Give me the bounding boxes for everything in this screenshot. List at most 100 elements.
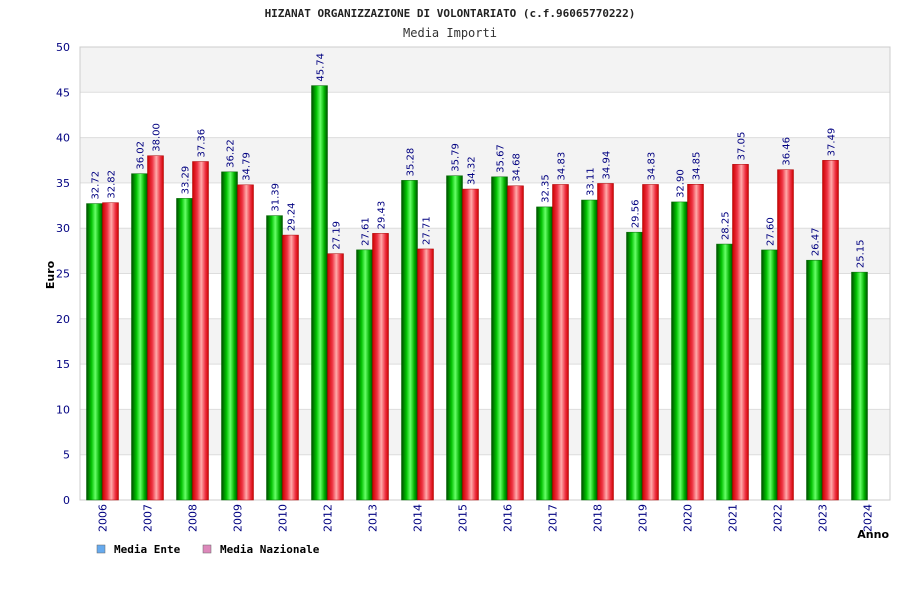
data-label: 34.94 <box>602 151 613 180</box>
legend-entry: Media Nazionale <box>220 543 320 556</box>
data-label: 32.35 <box>541 174 552 203</box>
grid-band <box>80 318 890 365</box>
data-label: 34.83 <box>647 152 658 181</box>
x-tick-label: 2018 <box>592 504 605 532</box>
data-label: 29.24 <box>287 202 298 231</box>
data-label: 45.74 <box>316 53 327 82</box>
data-label: 36.46 <box>782 137 793 166</box>
x-tick-label: 2022 <box>772 504 785 532</box>
x-tick-label: 2015 <box>457 504 470 532</box>
bar-media-ente-2006 <box>86 203 103 501</box>
bar-media-nazionale-2019 <box>642 184 659 501</box>
bar-media-ente-2009 <box>221 171 238 501</box>
data-label: 27.61 <box>361 217 372 246</box>
bar-media-nazionale-2013 <box>372 233 389 501</box>
data-label: 34.79 <box>242 152 253 181</box>
data-label: 32.82 <box>107 170 118 199</box>
data-label: 27.60 <box>766 217 777 246</box>
x-tick-label: 2016 <box>502 504 515 532</box>
grid-band <box>80 92 890 138</box>
data-label: 33.29 <box>181 166 192 195</box>
bar-media-ente-2015 <box>446 175 463 501</box>
x-tick-label: 2008 <box>187 504 200 532</box>
data-label: 33.11 <box>586 167 597 196</box>
y-tick-label: 35 <box>56 177 70 190</box>
bar-media-nazionale-2022 <box>777 169 794 501</box>
data-label: 37.49 <box>827 128 838 157</box>
data-label: 34.32 <box>467 156 478 185</box>
data-label: 38.00 <box>152 123 163 152</box>
y-tick-label: 25 <box>56 268 70 281</box>
data-label: 35.79 <box>451 143 462 172</box>
grid-band <box>80 273 890 319</box>
data-label: 37.05 <box>737 132 748 161</box>
x-tick-label: 2014 <box>412 504 425 532</box>
data-label: 29.56 <box>631 200 642 229</box>
data-label: 35.28 <box>406 148 417 177</box>
data-label: 25.15 <box>856 240 867 269</box>
x-tick-label: 2013 <box>367 504 380 532</box>
chart-title: HIZANAT ORGANIZZAZIONE DI VOLONTARIATO (… <box>265 7 636 20</box>
bar-media-nazionale-2016 <box>507 185 524 501</box>
bar-media-ente-2018 <box>581 199 598 501</box>
y-tick-label: 40 <box>56 132 70 145</box>
x-tick-label: 2024 <box>862 504 875 532</box>
bar-media-nazionale-2014 <box>417 248 434 501</box>
bar-media-nazionale-2009 <box>237 184 254 501</box>
grid-band <box>80 364 890 410</box>
x-tick-label: 2006 <box>97 504 110 532</box>
legend-entry: Media Ente <box>114 543 181 556</box>
bar-media-ente-2007 <box>131 173 148 501</box>
chart-subtitle: Media Importi <box>403 26 497 40</box>
x-tick-label: 2009 <box>232 504 245 532</box>
grid <box>79 46 891 501</box>
data-label: 36.02 <box>136 141 147 170</box>
x-tick-label: 2020 <box>682 504 695 532</box>
bar-media-ente-2008 <box>176 198 193 501</box>
bar-media-ente-2021 <box>716 243 733 501</box>
y-tick-label: 0 <box>63 494 70 507</box>
bar-media-nazionale-2023 <box>822 160 839 501</box>
bar-media-nazionale-2007 <box>147 155 164 501</box>
grid-band <box>80 409 890 455</box>
bar-media-nazionale-2008 <box>192 161 209 501</box>
data-label: 35.67 <box>496 144 507 173</box>
bar-media-nazionale-2020 <box>687 184 704 501</box>
bar-media-ente-2022 <box>761 249 778 501</box>
y-axis-label: Euro <box>44 260 57 289</box>
data-label: 27.19 <box>332 221 343 250</box>
x-tick-label: 2010 <box>277 504 290 532</box>
bar-media-ente-2019 <box>626 231 643 501</box>
y-tick-label: 10 <box>56 403 70 416</box>
y-tick-label: 20 <box>56 313 70 326</box>
y-tick-label: 5 <box>63 449 70 462</box>
bar-media-nazionale-2017 <box>552 184 569 501</box>
bar-media-nazionale-2006 <box>102 202 119 501</box>
data-label: 26.47 <box>811 228 822 257</box>
bar-media-ente-2012 <box>311 85 328 501</box>
bars <box>86 85 868 501</box>
bar-media-ente-2024 <box>851 271 868 501</box>
x-tick-label: 2021 <box>727 504 740 532</box>
grid-band <box>80 182 890 229</box>
grid-band <box>80 47 890 93</box>
data-label: 34.83 <box>557 152 568 181</box>
x-axis-label: Anno <box>857 528 889 541</box>
bar-media-ente-2023 <box>806 259 823 501</box>
legend-swatch <box>96 544 106 554</box>
plot-frame <box>79 46 891 501</box>
data-label: 27.71 <box>422 216 433 245</box>
y-tick-label: 30 <box>56 222 70 235</box>
data-label: 34.85 <box>692 152 703 181</box>
bar-media-nazionale-2015 <box>462 188 479 501</box>
data-label: 32.72 <box>91 171 102 200</box>
data-label: 29.43 <box>377 201 388 230</box>
grid-band <box>80 137 890 183</box>
x-tick-label: 2017 <box>547 504 560 532</box>
bar-media-ente-2014 <box>401 180 418 501</box>
grid-band <box>80 454 890 500</box>
bar-media-nazionale-2012 <box>327 253 344 501</box>
y-axis-ticks: 0 5 10 15 20 25 30 35 40 45 50 <box>56 41 70 507</box>
y-tick-label: 50 <box>56 41 70 54</box>
